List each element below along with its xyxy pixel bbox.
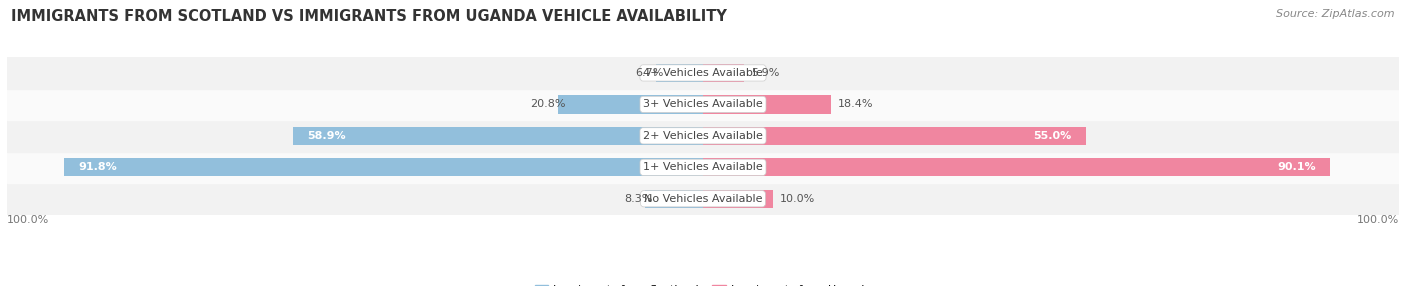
Bar [7,89,1399,120]
Text: 6.7%: 6.7% [636,68,664,78]
Bar [7,120,1399,152]
Text: 55.0%: 55.0% [1033,131,1071,141]
Bar [703,127,1085,145]
Text: IMMIGRANTS FROM SCOTLAND VS IMMIGRANTS FROM UGANDA VEHICLE AVAILABILITY: IMMIGRANTS FROM SCOTLAND VS IMMIGRANTS F… [11,9,727,23]
Bar [7,152,1399,183]
Text: 8.3%: 8.3% [624,194,652,204]
Bar [703,158,1330,176]
Text: 3+ Vehicles Available: 3+ Vehicles Available [643,100,763,109]
Text: 2+ Vehicles Available: 2+ Vehicles Available [643,131,763,141]
Text: No Vehicles Available: No Vehicles Available [644,194,762,204]
Text: 91.8%: 91.8% [77,162,117,172]
Bar [703,64,744,82]
Bar [657,64,703,82]
Text: 58.9%: 58.9% [307,131,346,141]
Bar [7,57,1399,89]
Text: 100.0%: 100.0% [1357,215,1399,225]
Legend: Immigrants from Scotland, Immigrants from Uganda: Immigrants from Scotland, Immigrants fro… [534,285,872,286]
Text: 10.0%: 10.0% [779,194,815,204]
Bar [703,95,831,114]
Bar [7,183,1399,214]
Text: 90.1%: 90.1% [1278,162,1316,172]
Bar [645,190,703,208]
Text: 4+ Vehicles Available: 4+ Vehicles Available [643,68,763,78]
Bar [292,127,703,145]
Text: 18.4%: 18.4% [838,100,873,109]
Text: 100.0%: 100.0% [7,215,49,225]
Text: 5.9%: 5.9% [751,68,779,78]
Bar [703,190,773,208]
Text: 1+ Vehicles Available: 1+ Vehicles Available [643,162,763,172]
Text: Source: ZipAtlas.com: Source: ZipAtlas.com [1277,9,1395,19]
Bar [558,95,703,114]
Bar [65,158,703,176]
Text: 20.8%: 20.8% [530,100,565,109]
